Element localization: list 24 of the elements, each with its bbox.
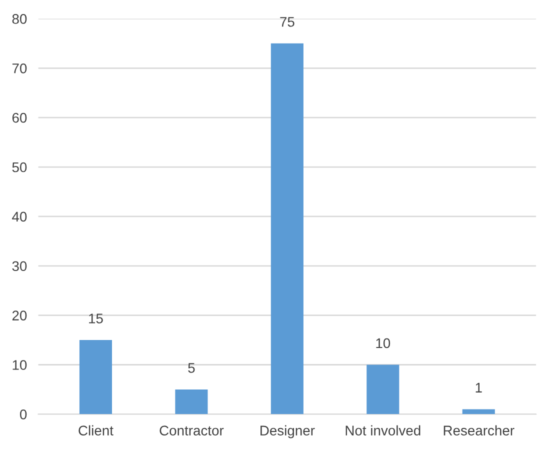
y-tick-label: 0 [20,410,27,420]
x-tick-label: Designer [260,425,315,438]
bar [366,364,400,414]
data-label: 10 [376,338,390,348]
data-label: 5 [188,363,195,373]
data-label: 75 [280,17,294,27]
y-tick-label: 40 [12,212,27,222]
x-tick-label: Contractor [160,426,224,436]
bar [462,409,495,414]
y-tick-label: 70 [12,63,27,74]
x-tick-label: Researcher [444,425,514,436]
y-tick-label: 50 [12,162,27,172]
y-tick-label: 20 [12,310,27,320]
bar [175,389,208,414]
bar [79,340,112,414]
y-tick-label: 60 [12,112,27,123]
x-tick-label: Not involved [346,425,420,436]
y-tick-label: 80 [12,14,27,24]
y-tick-label: 10 [12,360,27,370]
data-label: 1 [476,382,482,392]
x-tick-label: Client [78,425,114,436]
bar [270,43,304,414]
y-tick-label: 30 [12,261,27,272]
data-label: 15 [89,314,103,324]
